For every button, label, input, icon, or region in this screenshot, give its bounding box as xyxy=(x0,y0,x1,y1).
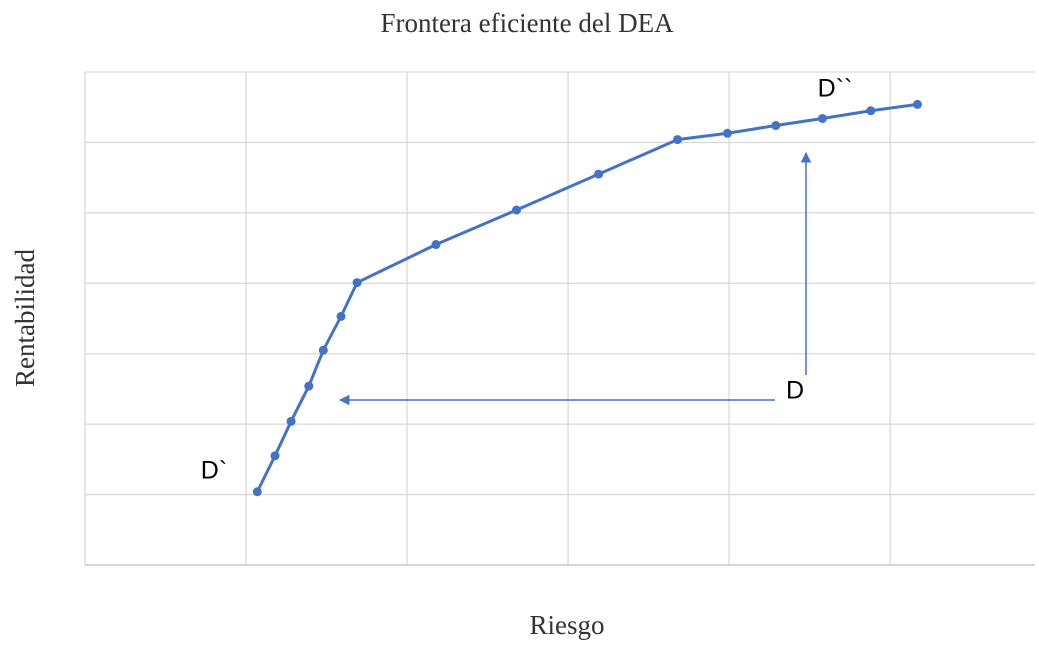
point xyxy=(318,345,328,355)
point xyxy=(270,451,280,461)
annotation: D xyxy=(786,377,804,405)
point xyxy=(817,113,827,123)
annotation: D`` xyxy=(818,75,853,103)
y-axis-label: Rentabilidad xyxy=(10,249,40,387)
point xyxy=(286,416,296,426)
series-line xyxy=(255,102,918,493)
point xyxy=(771,121,781,131)
annotation: D` xyxy=(201,457,227,485)
point xyxy=(304,381,314,391)
point xyxy=(722,128,732,138)
point xyxy=(673,135,683,145)
point xyxy=(431,240,441,250)
point xyxy=(594,169,604,179)
x-axis-label: Riesgo xyxy=(529,610,604,640)
point xyxy=(252,487,262,497)
chart-title: Frontera eficiente del DEA xyxy=(380,8,674,38)
point xyxy=(912,99,922,109)
point xyxy=(866,106,876,116)
grid xyxy=(85,71,1035,565)
point xyxy=(352,278,362,288)
point xyxy=(512,205,522,215)
point xyxy=(336,311,346,321)
